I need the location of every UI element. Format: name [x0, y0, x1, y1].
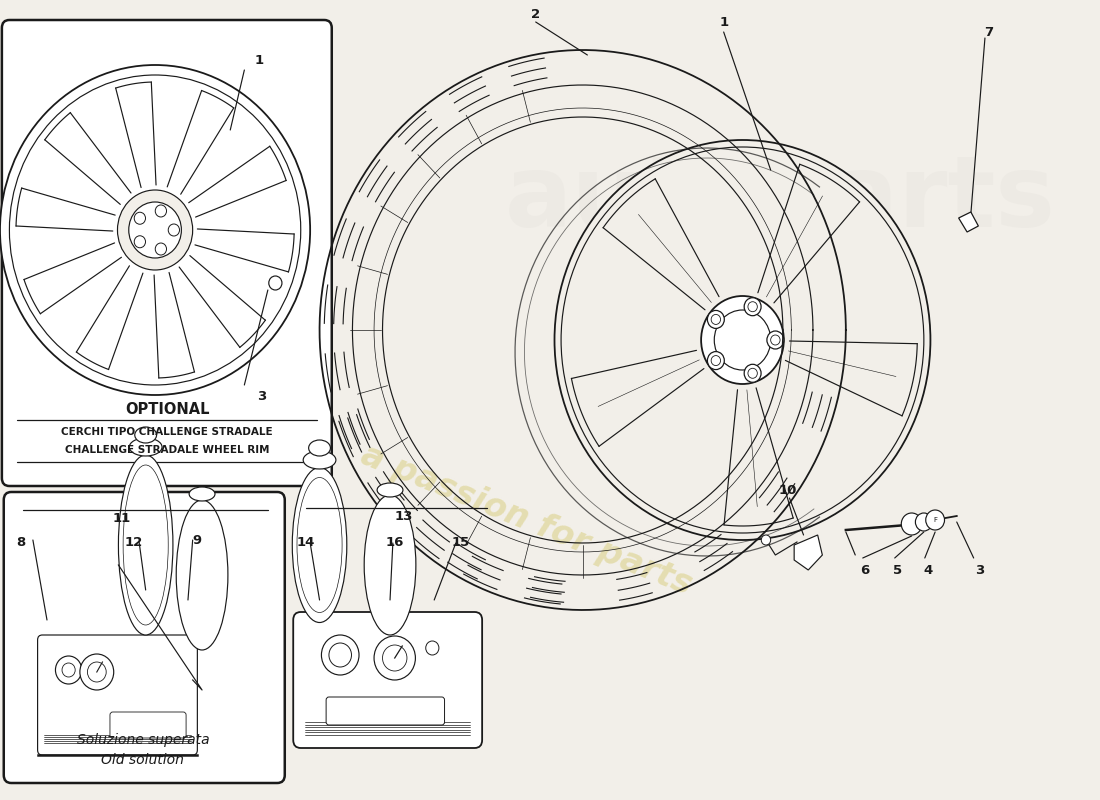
Circle shape: [771, 335, 780, 345]
Circle shape: [748, 302, 757, 312]
Circle shape: [55, 656, 81, 684]
Text: 10: 10: [779, 483, 796, 497]
Circle shape: [926, 510, 945, 530]
Circle shape: [321, 635, 359, 675]
Text: 12: 12: [124, 537, 143, 550]
Ellipse shape: [293, 467, 346, 622]
Ellipse shape: [176, 500, 228, 650]
Circle shape: [129, 202, 182, 258]
Circle shape: [383, 645, 407, 671]
Circle shape: [62, 663, 75, 677]
Text: autoparts: autoparts: [505, 151, 1056, 249]
FancyBboxPatch shape: [2, 20, 332, 486]
Text: CERCHI TIPO CHALLENGE STRADALE: CERCHI TIPO CHALLENGE STRADALE: [62, 427, 273, 437]
Text: 15: 15: [451, 537, 470, 550]
Circle shape: [745, 364, 761, 382]
Circle shape: [707, 310, 724, 329]
Text: 2: 2: [531, 7, 540, 21]
Text: 5: 5: [893, 563, 902, 577]
Circle shape: [80, 654, 113, 690]
Ellipse shape: [119, 455, 173, 635]
Circle shape: [714, 310, 771, 370]
Text: 16: 16: [385, 537, 404, 550]
Text: 14: 14: [296, 537, 315, 550]
Text: OPTIONAL: OPTIONAL: [125, 402, 209, 418]
Text: 9: 9: [192, 534, 202, 546]
Circle shape: [0, 65, 310, 395]
Circle shape: [767, 331, 784, 349]
Ellipse shape: [364, 495, 416, 635]
Circle shape: [329, 643, 352, 667]
Circle shape: [901, 513, 922, 535]
Ellipse shape: [377, 483, 403, 497]
Ellipse shape: [135, 427, 156, 443]
Text: Soluzione superata: Soluzione superata: [77, 733, 209, 747]
FancyBboxPatch shape: [37, 635, 197, 755]
Text: 4: 4: [924, 563, 933, 577]
Text: CHALLENGE STRADALE WHEEL RIM: CHALLENGE STRADALE WHEEL RIM: [65, 445, 270, 455]
Circle shape: [707, 351, 724, 370]
Circle shape: [712, 355, 720, 366]
Text: 1: 1: [719, 15, 728, 29]
FancyBboxPatch shape: [110, 712, 186, 738]
Ellipse shape: [309, 440, 330, 456]
Circle shape: [712, 314, 720, 325]
Circle shape: [155, 243, 166, 255]
Polygon shape: [958, 212, 978, 232]
Circle shape: [268, 276, 282, 290]
Ellipse shape: [304, 451, 336, 469]
Circle shape: [87, 662, 107, 682]
FancyBboxPatch shape: [3, 492, 285, 783]
Text: a passion for parts: a passion for parts: [356, 438, 696, 602]
Text: 1: 1: [255, 54, 264, 66]
Text: 6: 6: [860, 563, 869, 577]
Ellipse shape: [189, 487, 214, 501]
Text: F: F: [933, 517, 937, 523]
Circle shape: [748, 368, 757, 378]
Circle shape: [915, 513, 933, 531]
Text: 8: 8: [16, 535, 25, 549]
Circle shape: [155, 205, 166, 217]
FancyBboxPatch shape: [294, 612, 482, 748]
Ellipse shape: [130, 438, 162, 456]
Text: Old solution: Old solution: [101, 753, 185, 767]
Circle shape: [168, 224, 179, 236]
Circle shape: [134, 236, 145, 248]
Circle shape: [118, 190, 192, 270]
FancyBboxPatch shape: [326, 697, 444, 725]
Text: 3: 3: [256, 390, 266, 403]
Circle shape: [554, 140, 931, 540]
Circle shape: [745, 298, 761, 316]
Text: 11: 11: [113, 511, 131, 525]
Polygon shape: [794, 535, 823, 570]
Circle shape: [134, 212, 145, 224]
Text: 7: 7: [984, 26, 993, 38]
Circle shape: [701, 296, 784, 384]
Circle shape: [761, 535, 771, 545]
Text: 3: 3: [975, 563, 983, 577]
Text: 13: 13: [395, 510, 414, 522]
Circle shape: [374, 636, 416, 680]
Ellipse shape: [77, 115, 129, 345]
Circle shape: [426, 641, 439, 655]
